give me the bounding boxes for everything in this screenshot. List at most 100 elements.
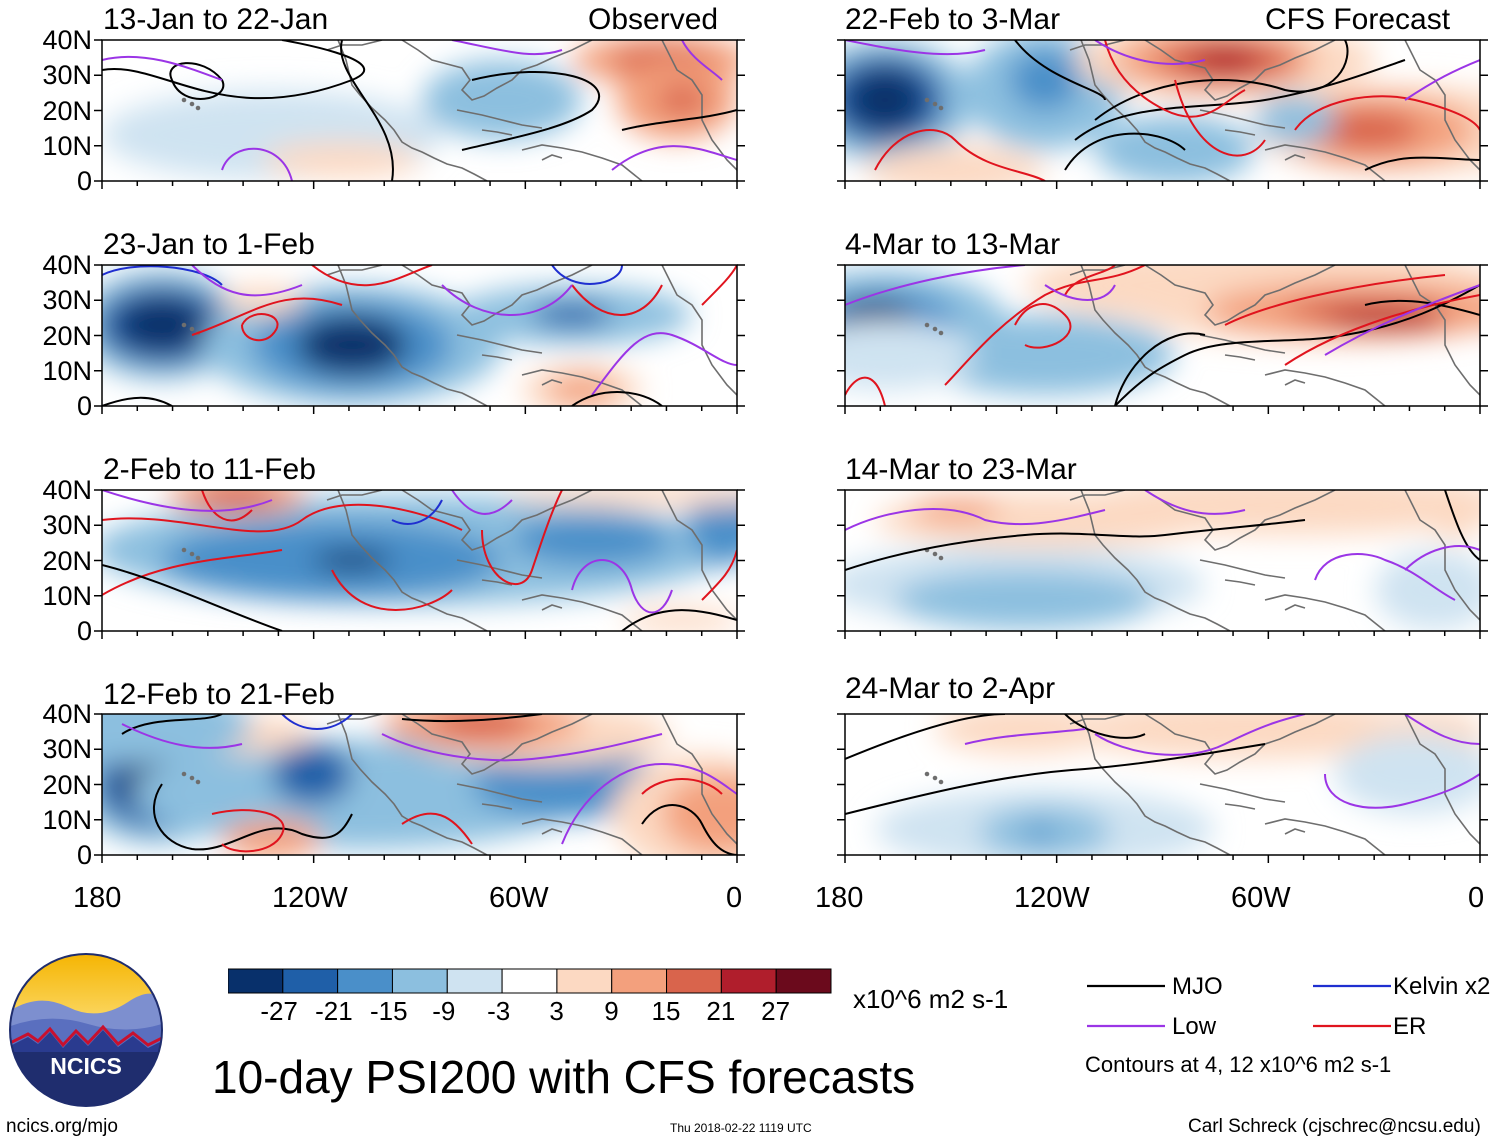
colorbar-tick-label: 27: [761, 996, 791, 1026]
lat-label-0-0-2: 20N: [42, 95, 92, 126]
island: [924, 97, 930, 103]
contour-l: [221, 147, 293, 181]
anomaly-blob: [1335, 734, 1480, 814]
contour-k: [281, 714, 353, 730]
coastline: [1284, 604, 1306, 611]
panel-title-4: 12-Feb to 21-Feb: [103, 678, 335, 711]
island: [181, 322, 187, 328]
coastline: [326, 714, 383, 725]
colorbar-tick-label: 3: [549, 996, 564, 1026]
island: [938, 105, 944, 111]
island: [924, 771, 930, 777]
coastline: [661, 265, 737, 396]
coastline: [521, 144, 643, 181]
coastline: [1080, 265, 1231, 406]
coastline: [337, 714, 488, 855]
coastline: [1224, 579, 1256, 586]
contour-l: [451, 40, 563, 56]
contour-m: [1364, 156, 1480, 171]
coastline: [1144, 490, 1336, 551]
coastline: [481, 803, 513, 810]
island: [181, 547, 187, 553]
anomaly-blob: [657, 85, 707, 115]
colorbar: [228, 968, 832, 994]
coastline: [401, 714, 593, 775]
coastline: [1264, 369, 1386, 406]
contour-l: [591, 332, 737, 396]
contour-lines: [845, 490, 1480, 601]
colorbar-swatch: [666, 968, 722, 994]
contour-l: [1324, 284, 1480, 356]
coastline: [1144, 714, 1336, 775]
coastline: [1284, 828, 1306, 835]
footer-author: Carl Schreck (cjschrec@ncsu.edu): [1188, 1116, 1481, 1137]
coastline: [1080, 714, 1231, 855]
contour-l: [1144, 490, 1246, 515]
contour-e: [401, 812, 473, 845]
contour-l: [381, 733, 663, 762]
contour-e: [191, 297, 343, 336]
anomaly-blob: [915, 315, 1175, 395]
anomaly-blob: [1065, 714, 1425, 759]
contour-e: [874, 129, 1046, 181]
contour-m: [1444, 490, 1480, 561]
lon-label-0-left: 0: [726, 882, 743, 914]
lat-label-0-3-4: 0: [76, 840, 92, 870]
coastline: [1284, 154, 1306, 161]
contour-m: [102, 40, 365, 100]
coastline: [521, 818, 643, 855]
island: [932, 551, 938, 557]
colorbar-tick-label: 21: [706, 996, 736, 1026]
anomaly-blob: [1190, 46, 1260, 74]
coastline: [1069, 265, 1126, 276]
contour-e: [481, 490, 563, 586]
footer-url[interactable]: ncics.org/mjo: [6, 1116, 118, 1137]
map-panel-4: [94, 713, 745, 863]
panel-title-1: 13-Jan to 22-Jan: [103, 3, 329, 36]
island: [195, 105, 201, 111]
anomaly-blob: [1425, 490, 1480, 540]
coastlines: [181, 490, 737, 631]
anomaly-blob: [312, 550, 392, 570]
island: [924, 322, 930, 328]
island: [938, 779, 944, 785]
lon-label-180-left: 180: [73, 882, 122, 914]
contour-e: [944, 265, 1146, 386]
lat-label-0-0-1: 30N: [42, 60, 92, 91]
coastline: [456, 334, 543, 354]
coastline: [481, 129, 513, 136]
coastline: [541, 828, 563, 835]
legend-label-low: Low: [1172, 1013, 1217, 1040]
island: [189, 101, 195, 107]
contour-e: [211, 809, 285, 853]
contour-l: [845, 508, 1106, 531]
map-panel-6: [837, 264, 1488, 414]
lon-label-120w-left: 120W: [272, 882, 348, 914]
contour-l: [1094, 40, 1206, 65]
contour-m: [1364, 299, 1480, 316]
anomaly-blob: [1375, 550, 1480, 630]
contour-k: [102, 265, 223, 286]
coastline: [1284, 379, 1306, 386]
contour-l: [1404, 714, 1480, 745]
contour-e: [701, 265, 737, 306]
anomaly-blob: [222, 819, 322, 855]
lon-label-60w-right: 60W: [1231, 882, 1291, 914]
contour-l: [191, 265, 303, 297]
coastline: [1264, 818, 1386, 855]
coastline: [1069, 40, 1126, 51]
anomaly-blob: [197, 490, 277, 507]
contour-l: [571, 559, 673, 614]
coastline: [1069, 714, 1126, 725]
coastline: [456, 783, 543, 803]
contour-lines: [845, 40, 1480, 181]
anomaly-blob: [1310, 110, 1420, 150]
coastline: [541, 604, 563, 611]
island: [195, 779, 201, 785]
island: [938, 555, 944, 561]
map-panel-5: [837, 39, 1488, 189]
contour-m: [401, 714, 543, 723]
contour-m: [1064, 132, 1186, 171]
lat-label-0-3-0: 40N: [42, 699, 92, 729]
island: [195, 555, 201, 561]
